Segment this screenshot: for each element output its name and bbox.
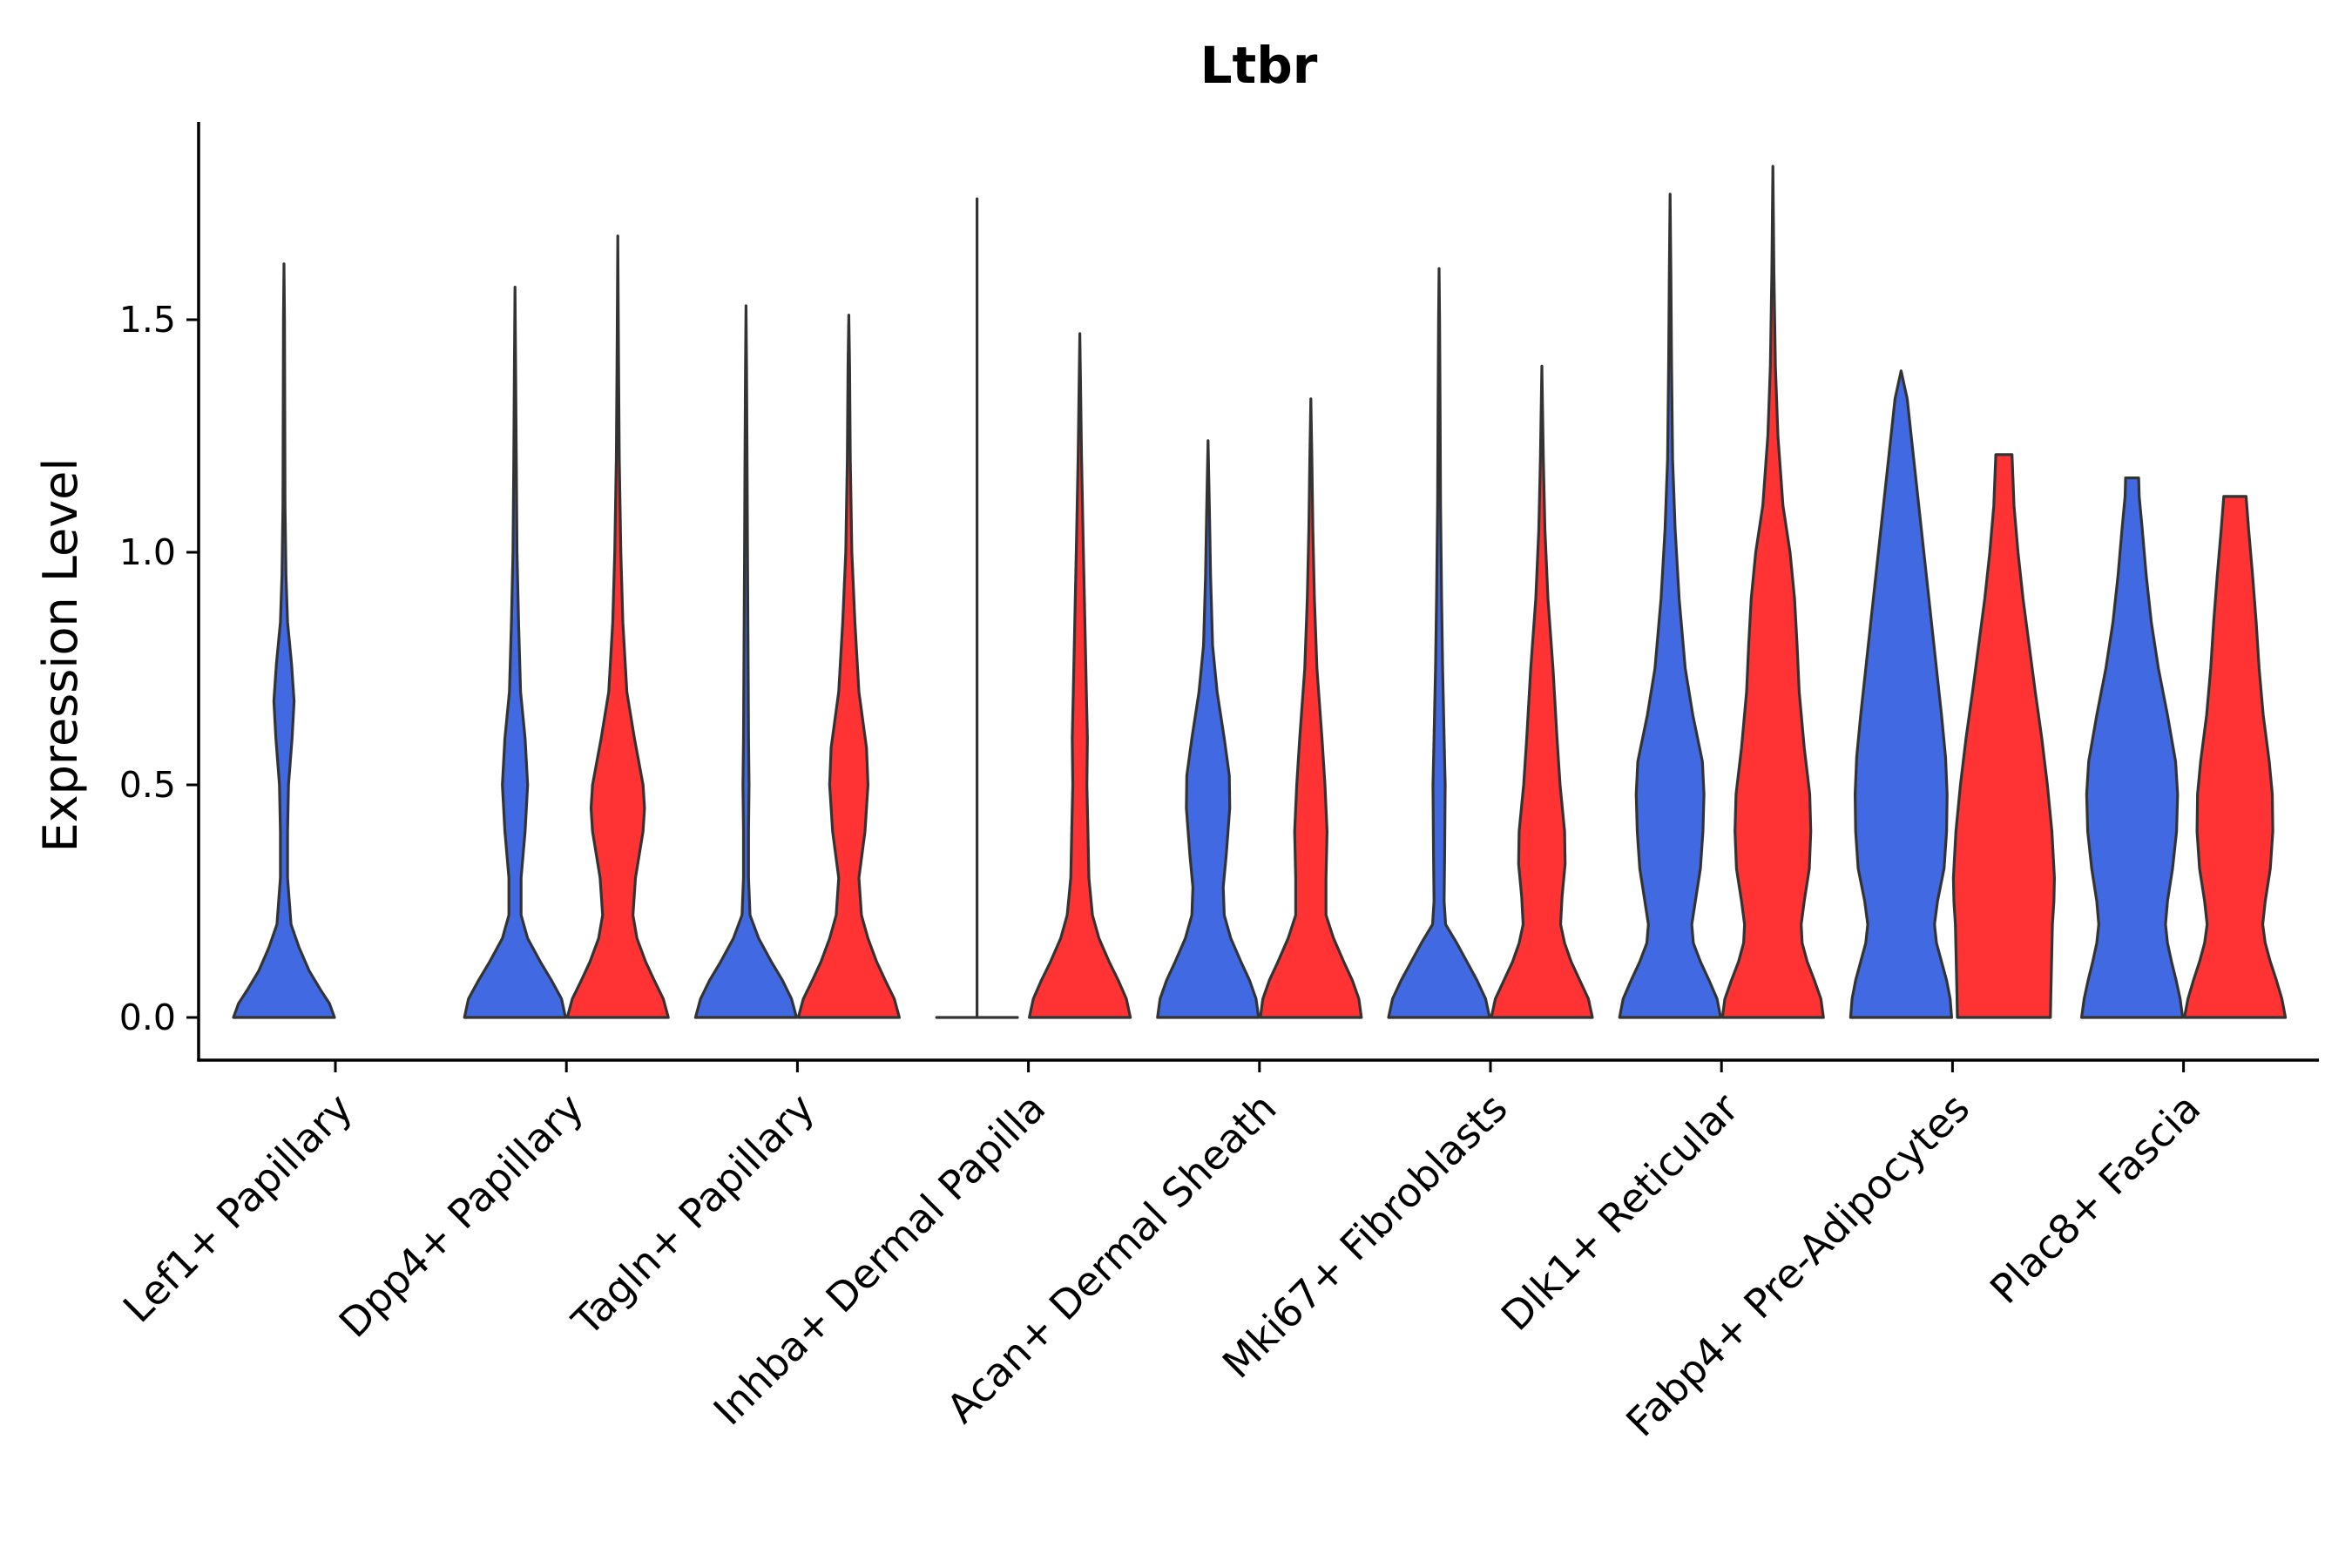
violin-right: [2183, 495, 2288, 1019]
violin-right: [796, 314, 901, 1019]
x-tick-label: Lef1+ Papillary: [114, 1085, 362, 1332]
x-tick-label: Dlk1+ Reticular: [1492, 1085, 1747, 1340]
violin-left: [1618, 193, 1722, 1019]
y-axis-label: Expression Level: [33, 458, 88, 853]
violin-right: [1259, 397, 1363, 1019]
chart-title: Ltbr: [1200, 36, 1318, 95]
violin-left: [693, 304, 798, 1019]
x-tick-label: Plac8+ Fascia: [1981, 1085, 2209, 1313]
violin-left: [1156, 439, 1260, 1019]
violin-left: [232, 262, 336, 1019]
violin-left: [935, 197, 1019, 1019]
violins-group: [232, 165, 2288, 1019]
violin-right: [1720, 165, 1825, 1019]
x-tick-label: Tagln+ Papillary: [563, 1085, 824, 1346]
violin-left: [2080, 476, 2185, 1019]
y-tick-label: 1.5: [119, 299, 176, 341]
y-tick-label: 1.0: [119, 531, 176, 573]
violin-right: [1951, 453, 2056, 1019]
y-tick-label: 0.5: [119, 764, 176, 806]
violin-right: [565, 234, 670, 1019]
violin-left: [1387, 267, 1491, 1019]
y-ticks-group: 0.0 0.5 1.0 1.5: [119, 299, 199, 1038]
x-tick-label: Dpp4+ Papillary: [330, 1085, 592, 1347]
violin-left: [463, 286, 567, 1019]
violin-left: [1848, 369, 1953, 1019]
y-tick-label: 0.0: [119, 997, 176, 1038]
violin-right: [1028, 332, 1132, 1019]
violin-right: [1490, 364, 1594, 1019]
